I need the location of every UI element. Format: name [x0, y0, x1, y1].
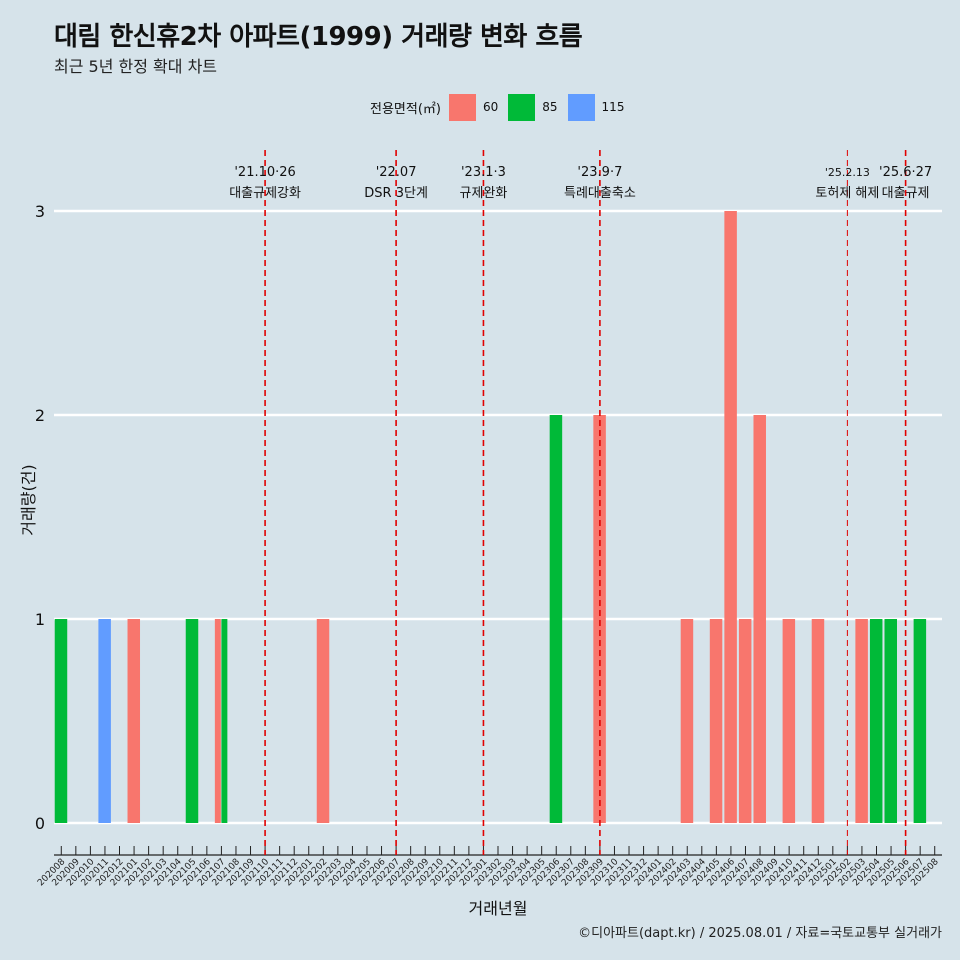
event-label-202301: 규제완화 — [460, 186, 508, 201]
y-tick-label-2: 2 — [35, 406, 45, 425]
legend-label-60: 60 — [482, 100, 499, 114]
event-date-202110: '21.10·26 — [234, 165, 295, 180]
y-axis-title: 거래량(건) — [19, 464, 38, 535]
bar-202412-60 — [811, 619, 825, 823]
bar-202410-60 — [782, 619, 796, 823]
bar-202403-60 — [680, 619, 694, 823]
bar-202306-85 — [549, 415, 563, 823]
event-date-202309: '23.9·7 — [577, 165, 622, 180]
event-date-202301: '23.1·3 — [461, 165, 506, 180]
bar-202008-85 — [54, 619, 68, 823]
legend-item-115: 115 — [567, 93, 625, 121]
bar-202202-60 — [316, 619, 330, 823]
legend-item-60: 60 — [448, 93, 499, 121]
legend-key-85 — [508, 93, 536, 121]
chart-title: 대림 한신휴2차 아파트(1999) 거래량 변화 흐름 — [54, 22, 583, 52]
event-date-202506: '25.6·27 — [879, 165, 932, 180]
event-label-202309: 특례대출축소 — [564, 186, 636, 201]
bar-202107-60 — [214, 619, 221, 823]
legend-title: 전용면적(㎡) — [370, 101, 441, 117]
bar-202505-85 — [884, 619, 897, 823]
bar-202309-60 — [593, 415, 606, 823]
y-tick-label-3: 3 — [35, 202, 45, 221]
chart-subtitle: 최근 5년 한정 확대 차트 — [54, 57, 218, 76]
legend-item-85: 85 — [508, 93, 558, 121]
bar-202405-60 — [709, 619, 723, 823]
legend-key-60 — [448, 93, 476, 121]
bar-202503-60 — [855, 619, 868, 823]
bar-202107-85 — [221, 619, 228, 823]
event-label-202207: DSR 3단계 — [364, 186, 428, 201]
bar-202101-60 — [127, 619, 141, 823]
x-axis-title: 거래년월 — [469, 899, 528, 918]
event-date-202207: '22.07 — [376, 165, 417, 180]
event-label-202502: 토허제 해제 — [815, 186, 879, 201]
legend-key-115 — [567, 93, 595, 121]
event-date-202502: '25.2.13 — [825, 166, 870, 179]
bar-202507-85 — [913, 619, 927, 823]
bar-202408-60 — [753, 415, 766, 823]
legend-label-115: 115 — [601, 100, 625, 114]
bar-202504-85 — [869, 619, 883, 823]
bar-202407-60 — [738, 619, 752, 823]
bar-202105-85 — [185, 619, 199, 823]
legend: 전용면적(㎡) 60 85 115 — [370, 93, 634, 121]
bar-202406-60 — [724, 211, 737, 823]
legend-label-85: 85 — [542, 100, 558, 114]
y-tick-label-1: 1 — [35, 610, 45, 629]
y-tick-label-0: 0 — [35, 814, 45, 833]
bar-202011-115 — [98, 619, 111, 823]
event-label-202506: 대출규제 — [882, 186, 930, 201]
event-label-202110: 대출규제강화 — [229, 186, 301, 201]
source-caption: ©디아파트(dapt.kr) / 2025.08.01 / 자료=국토교통부 실… — [578, 926, 942, 941]
